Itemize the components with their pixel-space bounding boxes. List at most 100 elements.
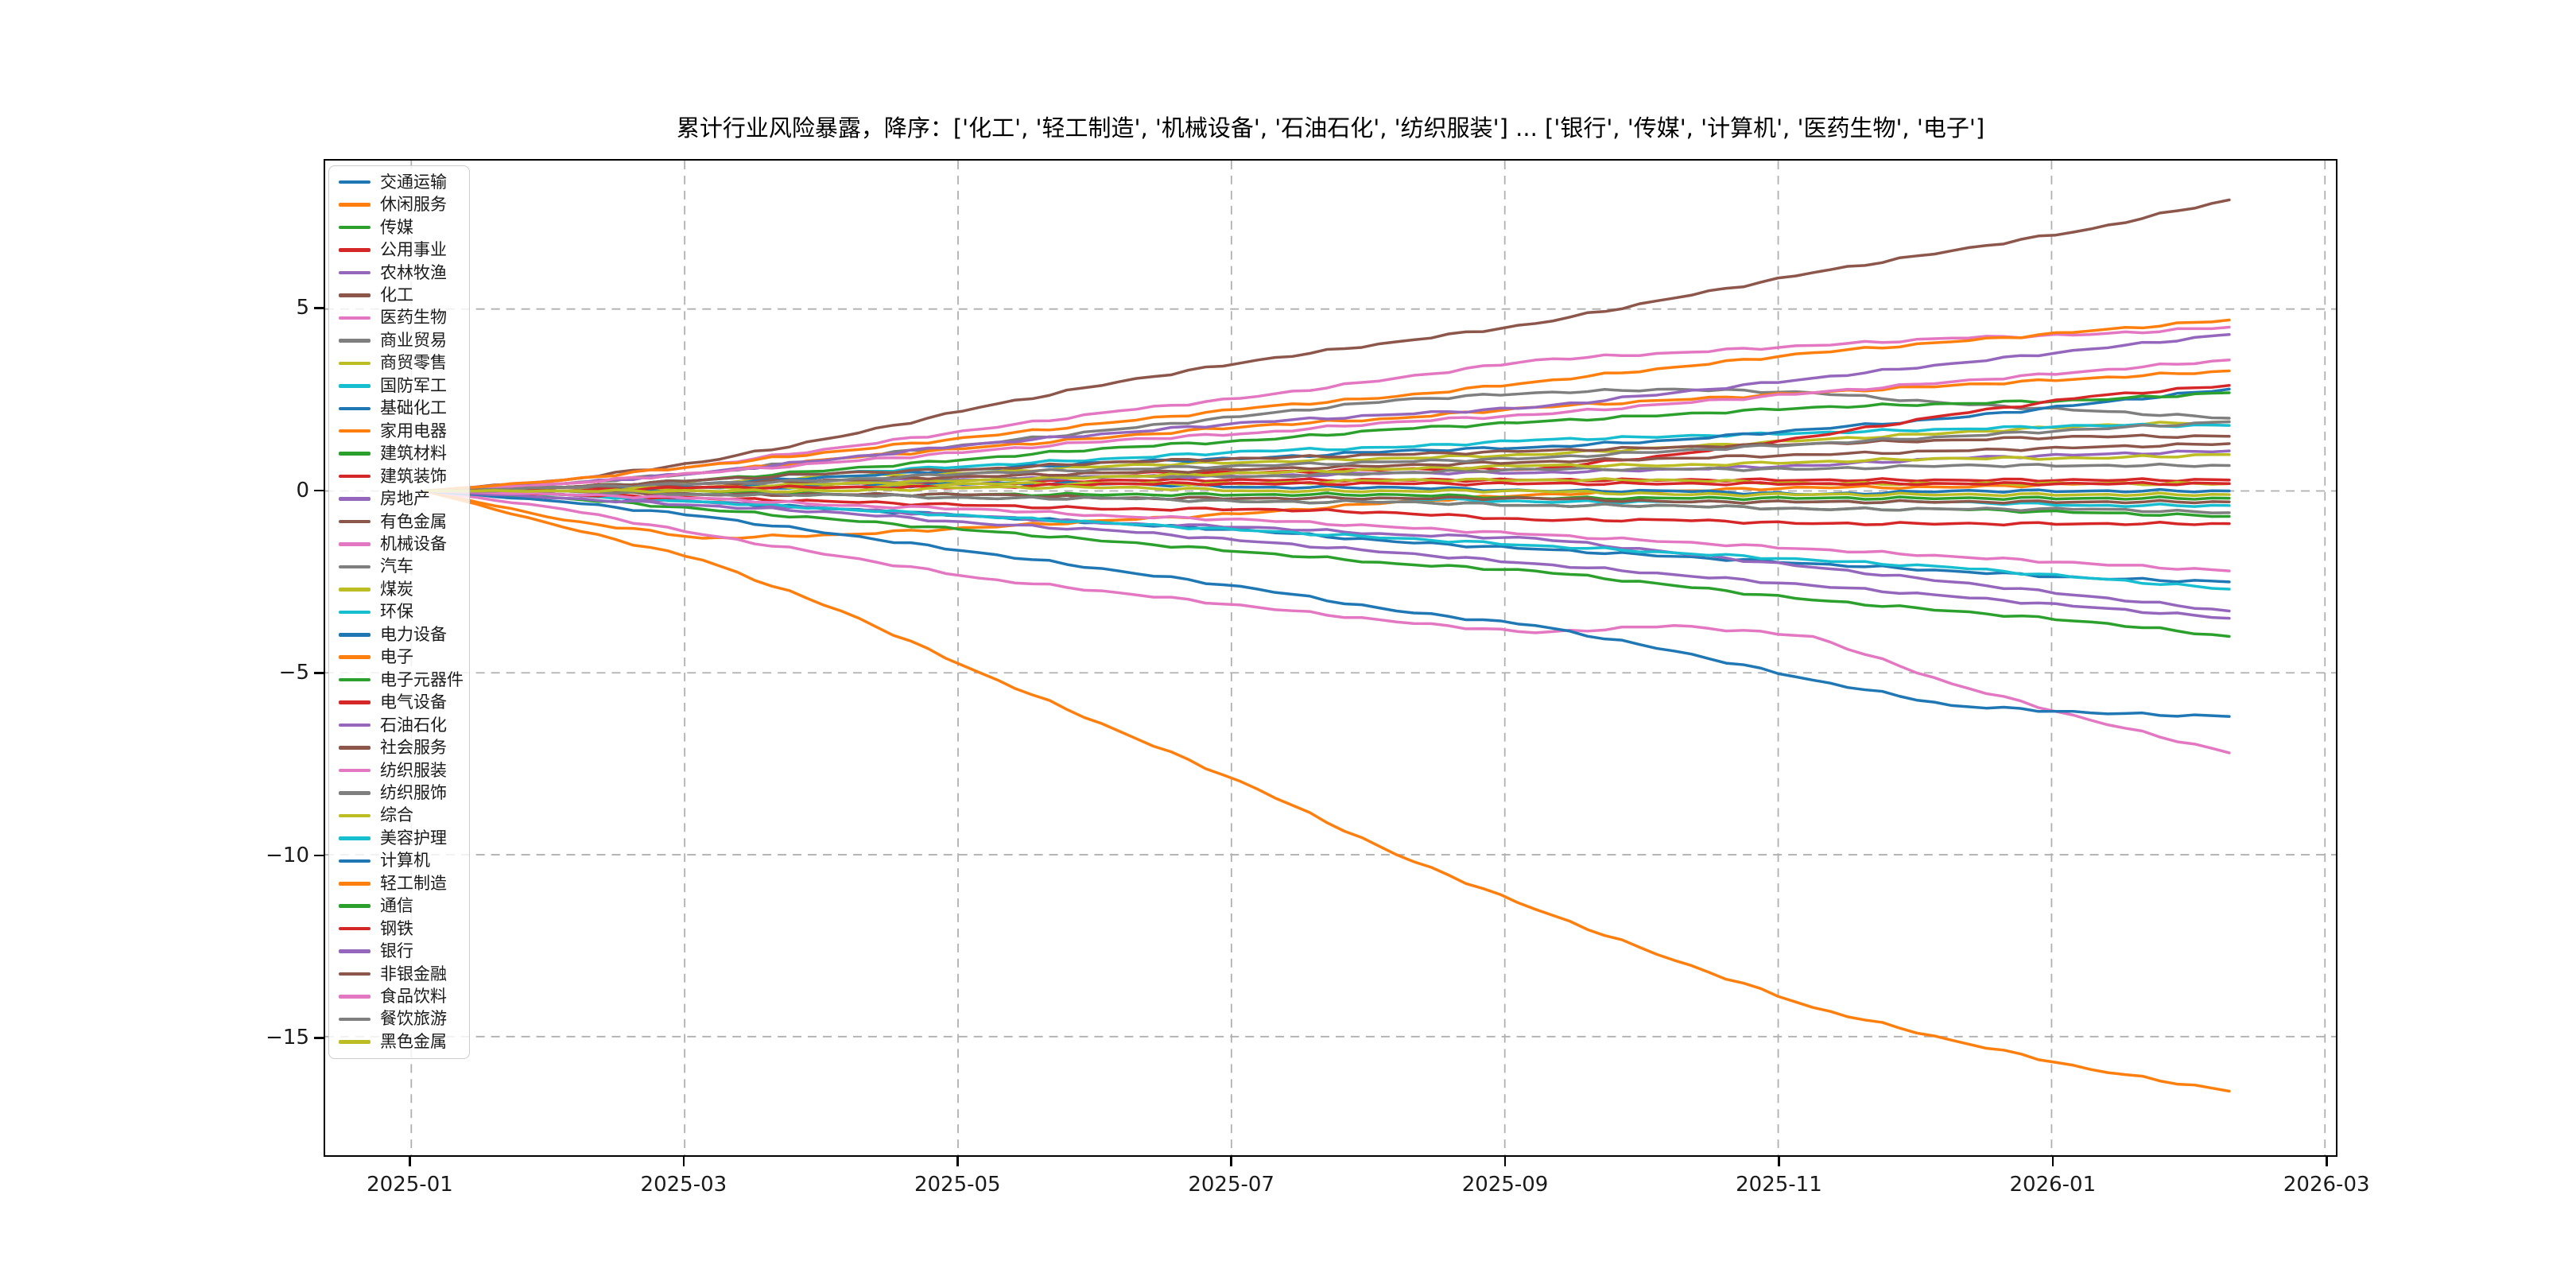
legend-label: 电子 — [380, 647, 413, 667]
legend-item-32: 通信 — [336, 895, 463, 917]
legend-line-swatch — [339, 180, 370, 184]
legend-line-swatch — [339, 452, 370, 456]
legend-item-6: 医药生物 — [336, 307, 463, 328]
y-tick-mark-−15 — [314, 1037, 324, 1039]
x-tick-mark-2026-03 — [2326, 1157, 2328, 1166]
legend-item-21: 电子 — [336, 646, 463, 668]
legend-line-swatch — [339, 768, 370, 773]
x-tick-mark-2025-11 — [1778, 1157, 1780, 1166]
legend-label: 休闲服务 — [380, 195, 447, 215]
y-tick-label-−10: −10 — [266, 843, 309, 867]
legend-item-15: 有色金属 — [336, 511, 463, 533]
series-line-34 — [423, 489, 2231, 620]
legend-label: 电气设备 — [380, 692, 447, 712]
series-line-31 — [423, 318, 2231, 493]
legend-item-27: 纺织服饰 — [336, 782, 463, 804]
legend-line-swatch — [339, 859, 370, 863]
legend-item-24: 石油石化 — [336, 715, 463, 736]
legend-line-swatch — [339, 293, 370, 297]
legend-line-swatch — [339, 588, 370, 592]
legend-line-swatch — [339, 248, 370, 252]
legend-label: 农林牧渔 — [380, 262, 447, 282]
legend-label: 传媒 — [380, 217, 413, 237]
legend-label: 有色金属 — [380, 511, 447, 531]
legend-item-2: 传媒 — [336, 217, 463, 239]
legend-label: 基础化工 — [380, 398, 447, 418]
legend-label: 电力设备 — [380, 624, 447, 644]
legend-label: 交通运输 — [380, 172, 447, 192]
series-line-19 — [423, 489, 2231, 591]
legend-line-swatch — [339, 429, 370, 433]
legend-line-swatch — [339, 270, 370, 275]
legend-label: 食品饮料 — [380, 987, 447, 1007]
legend-item-0: 交通运输 — [336, 172, 463, 193]
legend-item-1: 休闲服务 — [336, 194, 463, 215]
legend-label: 钢铁 — [380, 918, 413, 938]
legend-line-swatch — [339, 791, 370, 795]
legend-line-swatch — [339, 655, 370, 659]
legend-line-swatch — [339, 1017, 370, 1022]
legend-line-swatch — [339, 542, 370, 546]
legend-label: 电子元器件 — [380, 669, 464, 689]
legend-item-20: 电力设备 — [336, 624, 463, 646]
legend-label: 餐饮旅游 — [380, 1009, 447, 1029]
legend-label: 建筑材料 — [380, 444, 447, 464]
legend-label: 房地产 — [380, 489, 430, 509]
legend-item-17: 汽车 — [336, 556, 463, 577]
legend-item-35: 非银金融 — [336, 964, 463, 985]
legend-line-swatch — [339, 384, 370, 388]
legend-line-swatch — [339, 610, 370, 615]
x-tick-mark-2026-01 — [2051, 1157, 2054, 1166]
series-line-6 — [423, 489, 2231, 755]
legend-item-5: 化工 — [336, 285, 463, 306]
legend-item-7: 商业贸易 — [336, 330, 463, 351]
x-tick-label-2025-07: 2025-07 — [1188, 1173, 1274, 1197]
y-tick-mark-0 — [314, 489, 324, 492]
legend-label: 轻工制造 — [380, 873, 447, 893]
legend-item-12: 建筑材料 — [336, 443, 463, 464]
legend-item-37: 餐饮旅游 — [336, 1008, 463, 1030]
legend-label: 煤炭 — [380, 579, 413, 599]
legend-line-swatch — [339, 564, 370, 569]
x-tick-label-2026-01: 2026-01 — [2009, 1173, 2097, 1197]
legend-label: 石油石化 — [380, 715, 447, 735]
legend-line-swatch — [339, 882, 370, 886]
series-line-33 — [423, 480, 2231, 493]
series-line-5 — [423, 198, 2231, 493]
legend-line-swatch — [339, 677, 370, 682]
legend-label: 非银金融 — [380, 964, 447, 983]
legend-item-23: 电气设备 — [336, 692, 463, 713]
y-tick-mark-−10 — [314, 854, 324, 857]
legend-line-swatch — [339, 995, 370, 999]
legend-item-26: 纺织服装 — [336, 760, 463, 782]
legend-label: 汽车 — [380, 557, 413, 576]
legend-label: 商贸零售 — [380, 353, 447, 373]
legend-line-swatch — [339, 723, 370, 727]
legend-item-25: 社会服务 — [336, 737, 463, 758]
legend-line-swatch — [339, 700, 370, 704]
legend-line-swatch — [339, 904, 370, 908]
series-line-30 — [423, 489, 2231, 718]
legend-line-swatch — [339, 813, 370, 818]
legend-label: 综合 — [380, 805, 413, 825]
legend-item-28: 综合 — [336, 805, 463, 826]
legend-line-swatch — [339, 746, 370, 750]
x-tick-label-2025-09: 2025-09 — [1461, 1173, 1549, 1197]
y-tick-label-−5: −5 — [278, 661, 309, 685]
x-tick-label-2026-03: 2026-03 — [2283, 1173, 2370, 1197]
legend-item-36: 食品饮料 — [336, 986, 463, 1007]
legend-item-3: 公用事业 — [336, 239, 463, 261]
legend-label: 化工 — [380, 285, 413, 305]
legend-line-swatch — [339, 836, 370, 840]
y-tick-label-−15: −15 — [266, 1026, 309, 1050]
legend-line-swatch — [339, 225, 370, 230]
legend-line-swatch — [339, 1040, 370, 1044]
legend-label: 通信 — [380, 896, 413, 916]
legend-label: 机械设备 — [380, 533, 447, 553]
legend-line-swatch — [339, 972, 370, 976]
legend-item-10: 基础化工 — [336, 398, 463, 419]
plot-area: 交通运输 休闲服务 传媒 公用事业 农林牧渔 化工 医药生物 商业贸易 商贸零售 国防军工 基础化工… — [324, 159, 2337, 1157]
legend-item-4: 农林牧渔 — [336, 262, 463, 284]
legend-label: 计算机 — [380, 851, 430, 871]
